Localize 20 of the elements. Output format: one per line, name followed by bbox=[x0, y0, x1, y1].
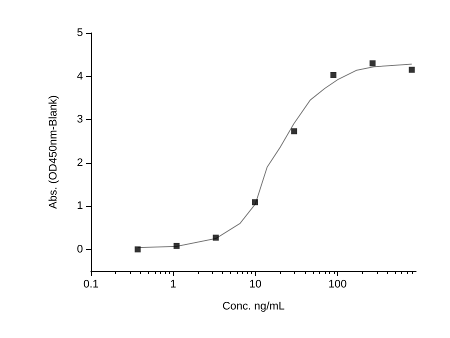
point bbox=[330, 72, 336, 78]
x-tick-label: 10 bbox=[249, 278, 262, 290]
y-tick-label: 3 bbox=[76, 114, 83, 126]
y-tick-label: 1 bbox=[76, 200, 83, 212]
point bbox=[408, 66, 415, 73]
y-axis-title: Abs. (OD450nm-Blank) bbox=[48, 95, 60, 209]
y-tick-label: 5 bbox=[76, 27, 83, 39]
point bbox=[291, 128, 298, 134]
x-tick-label: 0.1 bbox=[83, 278, 99, 290]
point bbox=[370, 60, 376, 66]
x-axis-title: Conc. ng/mL bbox=[222, 300, 285, 312]
y-tick-label: 0 bbox=[76, 243, 83, 256]
point bbox=[252, 199, 258, 206]
point bbox=[134, 246, 141, 252]
x-tick-label: 100 bbox=[328, 278, 347, 290]
point bbox=[174, 242, 180, 249]
y-tick-label: 2 bbox=[76, 156, 83, 169]
x-tick-label: 1 bbox=[170, 278, 176, 290]
point bbox=[212, 234, 219, 241]
y-tick-label: 4 bbox=[76, 70, 83, 82]
